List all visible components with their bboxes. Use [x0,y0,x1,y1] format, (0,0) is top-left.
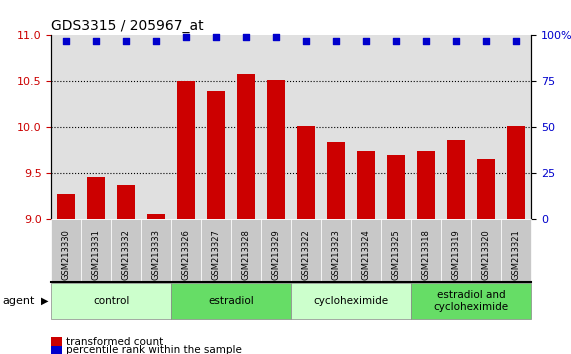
Text: GSM213323: GSM213323 [332,229,341,280]
Point [361,38,371,44]
Bar [327,142,345,219]
Text: ▶: ▶ [41,296,49,306]
Bar [297,126,315,219]
Point [152,38,161,44]
Point [62,38,71,44]
Text: cycloheximide: cycloheximide [313,296,389,306]
Text: GSM213326: GSM213326 [182,229,191,280]
Point [332,38,341,44]
Point [212,34,221,40]
Text: agent: agent [3,296,35,306]
Text: estradiol: estradiol [208,296,254,306]
Bar [387,155,405,219]
Point [512,38,521,44]
Bar [207,91,225,219]
Text: estradiol and
cycloheximide: estradiol and cycloheximide [433,290,509,312]
Text: GSM213321: GSM213321 [512,229,521,280]
Point [122,38,131,44]
Text: percentile rank within the sample: percentile rank within the sample [66,346,242,354]
Bar [417,152,435,219]
Text: GDS3315 / 205967_at: GDS3315 / 205967_at [51,19,204,33]
Point [272,34,281,40]
Point [392,38,401,44]
Text: control: control [93,296,130,306]
Bar [57,194,75,219]
Text: GSM213330: GSM213330 [62,229,71,280]
Bar [477,159,495,219]
Text: GSM213333: GSM213333 [152,229,161,280]
Text: GSM213322: GSM213322 [301,229,311,280]
Text: GSM213328: GSM213328 [242,229,251,280]
Text: GSM213329: GSM213329 [272,229,281,280]
Bar [147,214,166,219]
Bar [238,74,255,219]
Text: GSM213324: GSM213324 [361,229,371,280]
Bar [87,177,105,219]
Bar [267,80,286,219]
Text: GSM213332: GSM213332 [122,229,131,280]
Point [242,34,251,40]
Text: GSM213327: GSM213327 [212,229,221,280]
Bar [507,126,525,219]
Point [421,38,431,44]
Text: GSM213319: GSM213319 [452,229,461,280]
Text: GSM213325: GSM213325 [392,229,401,280]
Point [92,38,101,44]
Point [182,34,191,40]
Bar [447,140,465,219]
Point [481,38,490,44]
Bar [118,184,135,219]
Bar [177,81,195,219]
Text: GSM213318: GSM213318 [421,229,431,280]
Point [452,38,461,44]
Text: GSM213331: GSM213331 [92,229,101,280]
Point [301,38,311,44]
Text: transformed count: transformed count [66,337,163,347]
Text: GSM213320: GSM213320 [481,229,490,280]
Bar [357,152,375,219]
